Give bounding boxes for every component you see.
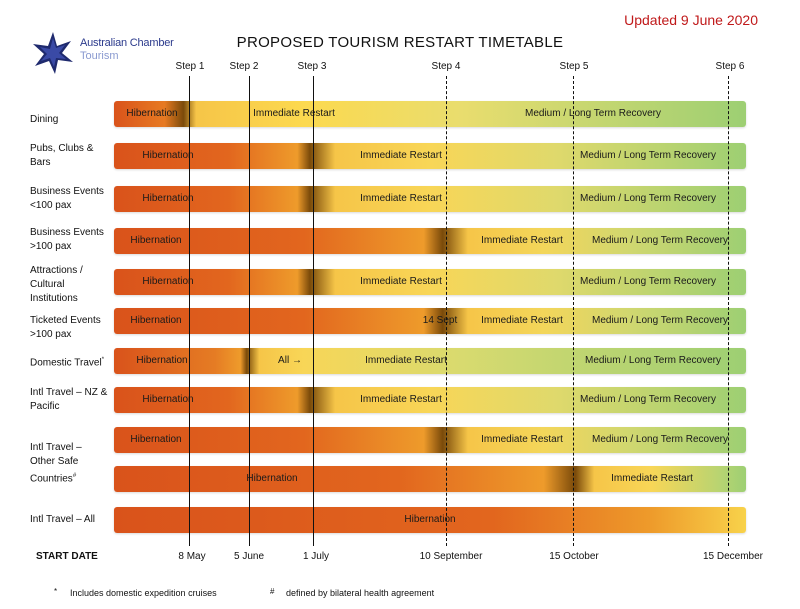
row-label-text: Attractions / Cultural Institutions (30, 265, 83, 304)
date-step-2: 5 June (233, 551, 265, 562)
row-label-intl-all: Intl Travel – All (30, 513, 110, 527)
row-label-attractions: Attractions / Cultural Institutions (30, 264, 106, 306)
bar-text: Immediate Restart (365, 355, 447, 366)
date-step-6: 15 December (702, 551, 764, 562)
bar-text: Hibernation (142, 276, 194, 287)
bar-intl-nz: Hibernation Immediate Restart Medium / L… (114, 387, 746, 413)
bar-text: Hibernation (142, 193, 194, 204)
bar-dining: Hibernation Immediate Restart Medium / L… (114, 101, 746, 127)
bar-text: Immediate Restart (611, 473, 693, 484)
bar-business-small: Hibernation Immediate Restart Medium / L… (114, 186, 746, 212)
row-label-pubs: Pubs, Clubs & Bars (30, 142, 110, 170)
step-1-label: Step 1 (175, 61, 205, 72)
bar-text: Medium / Long Term Recovery (580, 150, 716, 161)
step-4-label: Step 4 (431, 61, 461, 72)
bar-text: Immediate Restart (360, 150, 442, 161)
bar-attractions: Hibernation Immediate Restart Medium / L… (114, 269, 746, 295)
bar-text: Immediate Restart (481, 434, 563, 445)
bar-text: All → (278, 355, 302, 366)
date-step-5: 15 October (549, 551, 599, 562)
org-logo: Australian Chamber Tourism (30, 30, 175, 80)
bar-text: Medium / Long Term Recovery (592, 434, 728, 445)
bar-text: Hibernation (404, 514, 456, 525)
step-2-label: Step 2 (229, 61, 259, 72)
org-name: Australian Chamber (80, 37, 174, 49)
bar-pubs: Hibernation Immediate Restart Medium / L… (114, 143, 746, 169)
updated-date: Updated 9 June 2020 (624, 12, 758, 28)
bar-intl-all: Hibernation (114, 507, 746, 533)
bar-domestic: Hibernation All → Immediate Restart Medi… (114, 348, 746, 374)
bar-ticketed: Hibernation 14 Sept Immediate Restart Me… (114, 308, 746, 334)
bar-text: Immediate Restart (253, 108, 335, 119)
date-step-3: 1 July (302, 551, 330, 562)
bar-text: Hibernation (130, 235, 182, 246)
bar-text: Medium / Long Term Recovery (585, 355, 721, 366)
row-label-text: Pubs, Clubs & Bars (30, 143, 94, 168)
step-5-label: Step 5 (559, 61, 589, 72)
footnote-text: defined by bilateral health agreement (286, 588, 435, 598)
bar-intl-other-1: Hibernation Immediate Restart Medium / L… (114, 427, 746, 453)
row-label-text: Business Events <100 pax (30, 186, 104, 211)
row-label-text: Domestic Travel (30, 357, 102, 369)
bar-text: Medium / Long Term Recovery (592, 315, 728, 326)
step-5-line (573, 76, 574, 546)
row-label-text: Dining (30, 114, 59, 125)
footnote-text: Includes domestic expedition cruises (70, 588, 217, 598)
bar-text: Medium / Long Term Recovery (580, 193, 716, 204)
row-label-intl-other: Intl Travel – Other Safe Countries# (30, 441, 100, 486)
bar-text: Hibernation (136, 355, 188, 366)
bar-intl-other-2: Hibernation Immediate Restart (114, 466, 746, 492)
bar-text: Hibernation (126, 108, 178, 119)
org-subname: Tourism (80, 50, 119, 62)
bar-text: Hibernation (246, 473, 298, 484)
bar-business-large: Hibernation Immediate Restart Medium / L… (114, 228, 746, 254)
bar-text: Hibernation (130, 434, 182, 445)
step-6-line (728, 76, 729, 546)
step-4-line (446, 76, 447, 546)
step-2-line (249, 76, 250, 546)
row-label-superscript: * (101, 357, 105, 363)
row-label-business-large: Business Events >100 pax (30, 226, 110, 254)
row-label-text: Intl Travel – NZ & Pacific (30, 387, 108, 412)
row-label-intl-nz: Intl Travel – NZ & Pacific (30, 386, 110, 414)
row-label-business-small: Business Events <100 pax (30, 185, 110, 213)
row-label-domestic: Domestic Travel* (30, 353, 120, 370)
bar-text: Hibernation (130, 315, 182, 326)
footnote-domestic: * Includes domestic expedition cruises (54, 587, 217, 598)
bar-text: Medium / Long Term Recovery (525, 108, 661, 119)
date-step-4: 10 September (419, 551, 483, 562)
bar-text: Medium / Long Term Recovery (580, 276, 716, 287)
bar-text: Immediate Restart (360, 276, 442, 287)
row-label-ticketed: Ticketed Events >100 pax (30, 314, 110, 342)
row-label-dining: Dining (30, 113, 110, 127)
bar-text: Immediate Restart (360, 193, 442, 204)
start-date-label: START DATE (36, 551, 98, 562)
star-icon (33, 32, 73, 74)
row-label-text: Ticketed Events >100 pax (30, 315, 101, 340)
step-3-label: Step 3 (297, 61, 327, 72)
bar-text: Hibernation (142, 394, 194, 405)
page-title: PROPOSED TOURISM RESTART TIMETABLE (236, 34, 564, 51)
footnote-mark: # (270, 587, 275, 596)
footnote-intl: # defined by bilateral health agreement (270, 587, 434, 598)
step-1-line (189, 76, 190, 546)
row-label-superscript: # (72, 473, 77, 479)
footnote-mark: * (54, 587, 58, 596)
bar-text: Immediate Restart (481, 315, 563, 326)
step-3-line (313, 76, 314, 546)
step-6-label: Step 6 (715, 61, 745, 72)
bar-text: 14 Sept (422, 315, 458, 326)
row-label-text: Intl Travel – All (30, 514, 96, 525)
bar-text: Immediate Restart (360, 394, 442, 405)
row-label-text: Intl Travel – Other Safe Countries (30, 442, 82, 485)
date-step-1: 8 May (178, 551, 206, 562)
row-label-text: Business Events >100 pax (30, 227, 104, 252)
bar-text: Immediate Restart (481, 235, 563, 246)
bar-text: Medium / Long Term Recovery (580, 394, 716, 405)
bar-text: Hibernation (142, 150, 194, 161)
bar-text: Medium / Long Term Recovery (592, 235, 728, 246)
